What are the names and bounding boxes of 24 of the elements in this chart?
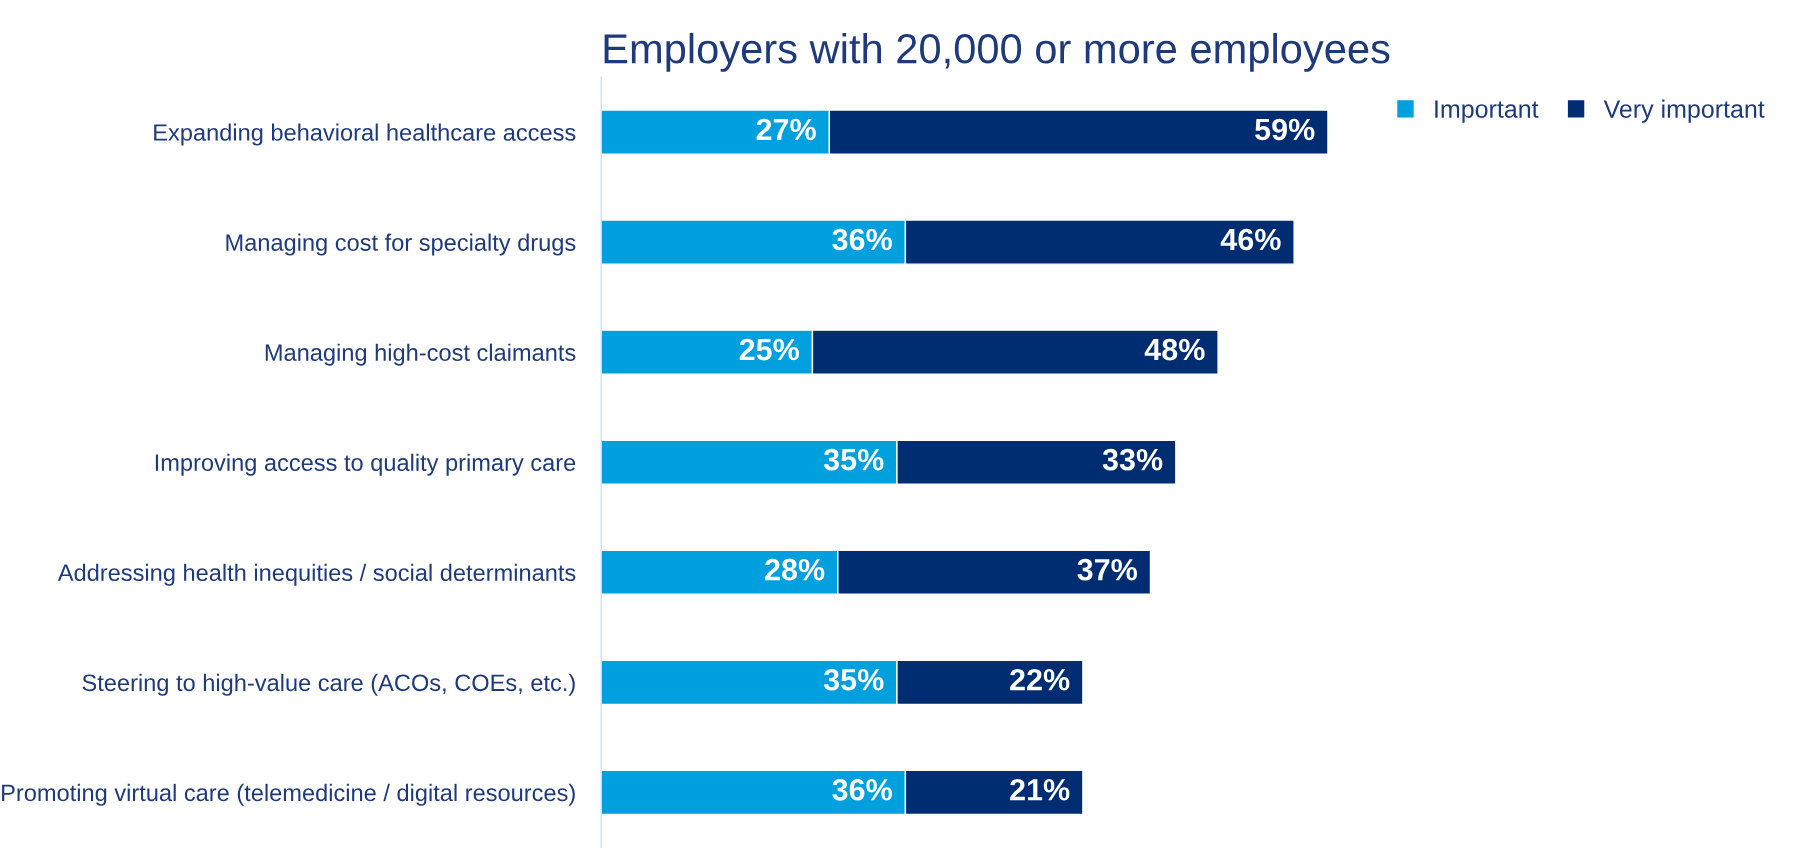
data-label: 46% — [1220, 228, 1281, 251]
data-label: 37% — [1077, 558, 1138, 581]
data-label: 35% — [823, 448, 884, 471]
data-label: 59% — [1255, 118, 1315, 141]
y-tick-label: Managing high-cost claimants — [265, 343, 576, 366]
data-label: 21% — [1010, 778, 1070, 801]
data-label: 33% — [1102, 448, 1163, 471]
data-label: 35% — [823, 668, 884, 691]
legend-label: Important — [1435, 100, 1539, 123]
data-label: 28% — [765, 558, 825, 581]
data-label: 25% — [739, 338, 799, 361]
y-tick-label: Managing cost for specialty drugs — [226, 233, 576, 256]
y-tick-label: Steering to high-value care (ACOs, COEs, etc.) — [82, 673, 575, 696]
chart-title: Employers with 20,000 or more employees — [604, 32, 1390, 72]
legend-label: Very important — [1603, 99, 1765, 123]
y-tick-label: Improving access to quality primary care — [155, 453, 576, 476]
data-label: 36% — [832, 778, 892, 801]
data-label: 36% — [832, 228, 892, 251]
y-tick-label: Promoting virtual care (telemedicine / digital resources) — [2, 783, 575, 806]
data-label: 48% — [1144, 338, 1205, 361]
data-label: 27% — [756, 118, 816, 141]
y-tick-label: Expanding behavioral healthcare access — [154, 123, 576, 146]
data-label: 22% — [1010, 668, 1070, 691]
y-tick-label: Addressing health inequities / social determinants — [57, 563, 576, 586]
